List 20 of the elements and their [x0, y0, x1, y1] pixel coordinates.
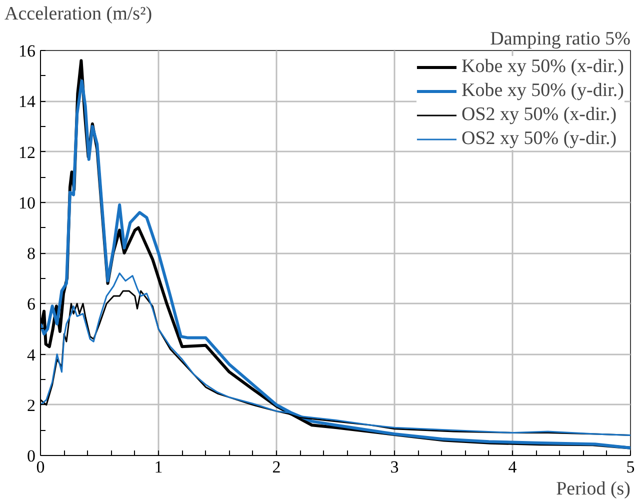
y-tick-label: 10 — [18, 193, 36, 212]
x-tick-label: 1 — [154, 458, 163, 476]
legend-label: OS2 xy 50% (y-dir.) — [461, 128, 617, 150]
x-tick-label: 2 — [272, 458, 281, 476]
x-tick-label: 3 — [390, 458, 399, 476]
y-tick-label: 6 — [27, 294, 36, 314]
y-tick-label: 8 — [27, 244, 36, 263]
x-tick-label: 4 — [508, 458, 518, 476]
x-axis-title: Period (s) — [556, 478, 630, 500]
text: Damping ratio 5% — [490, 28, 631, 50]
y-tick-label: 4 — [27, 345, 36, 364]
legend-label: Kobe xy 50% (y-dir.) — [461, 80, 624, 102]
legend-label: Kobe xy 50% (x-dir.) — [461, 56, 624, 78]
y-tick-label: 2 — [27, 396, 36, 415]
x-tick-label: 5 — [626, 458, 635, 476]
y-tick-label: 14 — [18, 92, 36, 112]
legend-label: OS2 xy 50% (x-dir.) — [461, 104, 617, 126]
y-tick-label: 12 — [18, 142, 36, 162]
y-tick-label: 16 — [18, 42, 36, 60]
y-axis-title: Acceleration (m/s²) — [4, 4, 152, 24]
